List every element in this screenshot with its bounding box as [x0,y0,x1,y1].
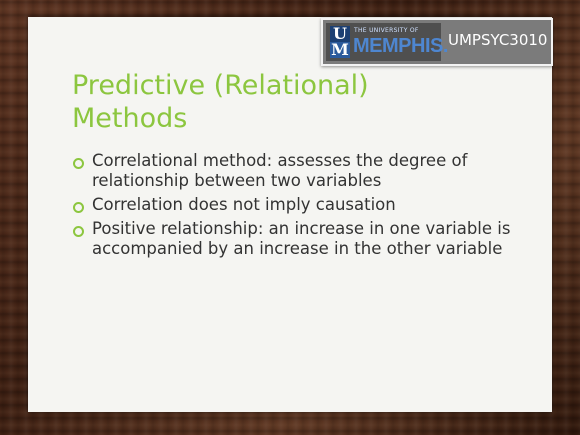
university-logo: U M THE UNIVERSITY OF MEMPHIS. [326,23,448,61]
bullet-item: Correlational method: assesses the degre… [72,151,512,191]
bullet-list: Correlational method: assesses the degre… [72,151,512,263]
um-logo-icon: U M [330,26,350,58]
university-name: MEMPHIS. [353,35,448,57]
ring-bullet-icon [73,226,84,237]
bullet-text: Correlational method: assesses the degre… [92,151,468,190]
ring-bullet-icon [73,158,84,169]
university-line: THE UNIVERSITY OF [354,27,419,34]
bullet-item: Positive relationship: an increase in on… [72,219,512,259]
bullet-text: Correlation does not imply causation [92,195,396,214]
slide-paper: U M THE UNIVERSITY OF MEMPHIS. UMPSYC301… [28,17,553,412]
course-code: UMPSYC3010 [448,31,548,49]
ring-bullet-icon [73,202,84,213]
um-logo-letter-u: U [330,26,350,42]
bullet-text: Positive relationship: an increase in on… [92,219,511,258]
university-logo-banner: U M THE UNIVERSITY OF MEMPHIS. UMPSYC301… [321,18,553,66]
um-logo-letter-m: M [330,40,350,59]
bullet-item: Correlation does not imply causation [72,195,512,215]
slide-title: Predictive (Relational) Methods [72,70,369,134]
